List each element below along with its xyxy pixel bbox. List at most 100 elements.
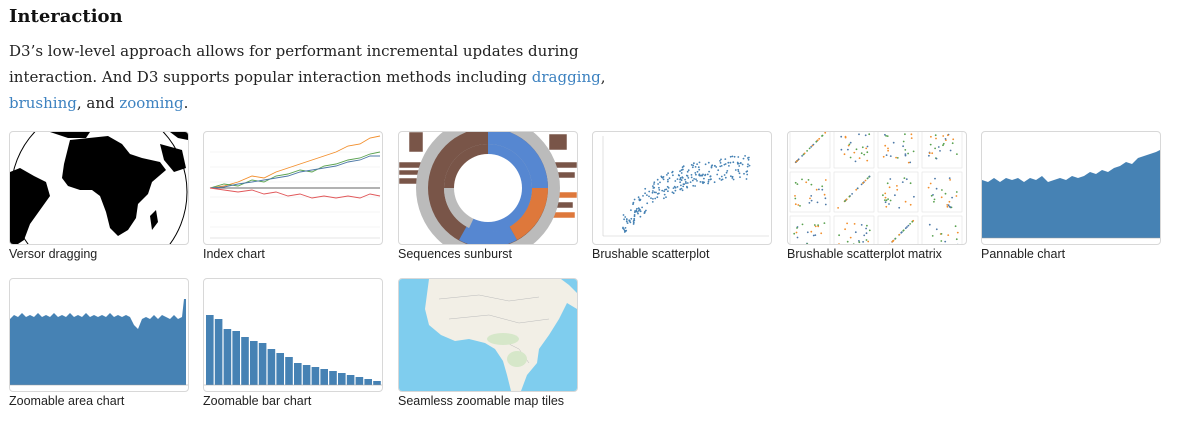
scatter-dot: [682, 185, 685, 188]
scatter-dot: [720, 158, 722, 161]
scatter-dot: [718, 177, 721, 180]
scatter-dot: [724, 176, 727, 179]
scatter-dot: [645, 209, 647, 212]
zooming-link[interactable]: zooming: [119, 94, 184, 112]
splom-cell: [877, 215, 919, 244]
bar: [320, 369, 328, 385]
splom-dot: [904, 153, 907, 155]
example-card-index-chart[interactable]: Index chart: [203, 131, 383, 261]
splom-dot: [865, 232, 868, 235]
splom-dot: [956, 231, 959, 234]
scatter-dot: [680, 169, 683, 171]
intro-period: .: [183, 94, 189, 112]
example-card-zoomable-area-chart[interactable]: Zoomable area chart: [9, 278, 189, 408]
splom-dot: [934, 134, 937, 137]
scatter-dot: [698, 173, 701, 176]
splom-dot: [806, 150, 808, 152]
splom-dot: [954, 225, 957, 228]
splom-dot: [796, 236, 799, 239]
scatter-dot: [677, 174, 680, 176]
scatter-dot: [667, 172, 669, 175]
splom-dot: [858, 241, 861, 244]
scatter-dot: [737, 170, 740, 173]
bar: [276, 353, 284, 385]
splom-dot: [794, 195, 796, 197]
scatter-dot: [629, 221, 632, 224]
splom-dot: [895, 156, 897, 159]
splom-dot: [894, 194, 896, 197]
scatter-dot: [691, 179, 694, 182]
scatter-dot: [679, 188, 682, 190]
scatter-dot: [642, 195, 644, 197]
splom-dot: [864, 134, 867, 137]
zoomable-bar-chart-graphic: [204, 315, 382, 386]
splom-dot: [889, 155, 892, 157]
scatter-dot: [624, 227, 627, 229]
splom-dot: [837, 207, 839, 209]
splom-dot: [794, 197, 797, 200]
splom-dot: [955, 238, 958, 241]
scatter-dot: [719, 160, 721, 162]
scatter-dot: [658, 189, 661, 191]
splom-cell: [789, 132, 831, 169]
splom-dot: [946, 204, 949, 206]
example-card-brushable-scatterplot[interactable]: Brushable scatterplot: [592, 131, 772, 261]
splom-dot: [796, 183, 799, 185]
scatter-dot: [652, 185, 654, 187]
splom-dot: [934, 147, 936, 150]
scatter-dot: [681, 177, 684, 179]
splom-dot: [865, 147, 868, 150]
scatter-dot: [698, 161, 701, 164]
scatter-dot: [732, 178, 735, 181]
splom-dot: [801, 223, 804, 226]
splom-dot: [907, 161, 910, 164]
splom-dot: [931, 235, 934, 237]
splom-dot: [889, 178, 892, 180]
zoomable-area-chart-thumbnail: [9, 278, 189, 392]
splom-dot: [933, 200, 935, 203]
splom-dot: [852, 243, 855, 244]
splom-dot: [887, 149, 889, 152]
scatter-dot: [663, 190, 665, 193]
example-card-brushable-scatterplot-matrix[interactable]: Brushable scatterplot matrix: [787, 131, 967, 261]
scatter-dot: [697, 166, 700, 169]
intro-line-2: interaction. And D3 supports popular int…: [9, 64, 629, 90]
scatter-dot: [682, 168, 684, 171]
scatter-dot: [686, 182, 689, 184]
scatter-dot: [654, 197, 657, 200]
splom-dot: [844, 200, 846, 202]
scatter-dot: [690, 176, 693, 179]
example-label: Zoomable bar chart: [203, 394, 312, 408]
splom-cell: [921, 171, 963, 213]
splom-dot: [797, 158, 800, 161]
scatter-dot: [748, 156, 750, 159]
scatter-dot: [652, 198, 654, 200]
splom-dot: [818, 188, 820, 191]
splom-dot: [851, 193, 853, 195]
scatter-dot: [723, 174, 726, 176]
example-card-zoomable-bar-chart[interactable]: Zoomable bar chart: [203, 278, 383, 408]
scatter-dot: [661, 189, 664, 192]
intro-and: , and: [76, 94, 120, 112]
splom-dot: [882, 155, 885, 158]
example-card-sequences-sunburst[interactable]: Sequences sunburst: [398, 131, 578, 261]
splom-dot: [941, 189, 943, 191]
section-title: Interaction: [9, 6, 123, 27]
scatter-dot: [736, 161, 739, 164]
splom-dot: [840, 135, 843, 138]
example-card-seamless-zoomable-map-tiles[interactable]: Seamless zoomable map tiles: [398, 278, 578, 408]
splom-dot: [866, 224, 868, 227]
scatter-dot: [680, 172, 683, 174]
scatter-dot: [690, 164, 693, 166]
scatter-dot: [632, 201, 635, 204]
scatter-dot: [721, 178, 724, 181]
scatter-dot: [648, 195, 650, 198]
scatter-dot: [672, 174, 674, 177]
brushing-link[interactable]: brushing: [9, 94, 77, 112]
splom-cell: [877, 132, 919, 169]
splom-dot: [814, 234, 817, 236]
brushable-scatterplot-matrix-thumbnail: [787, 131, 967, 245]
example-card-versor-dragging[interactable]: Versor dragging: [9, 131, 189, 261]
example-card-pannable-chart[interactable]: Pannable chart: [981, 131, 1161, 261]
dragging-link[interactable]: dragging: [531, 68, 601, 86]
